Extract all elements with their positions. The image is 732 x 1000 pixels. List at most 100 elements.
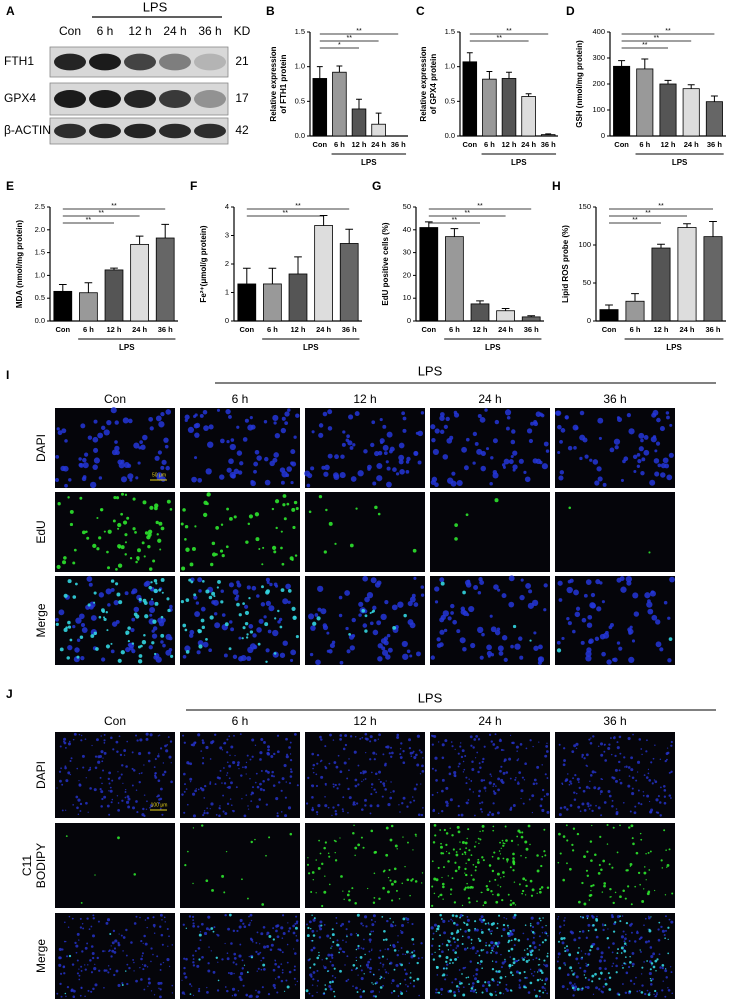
cell	[321, 465, 326, 470]
cell	[432, 735, 435, 738]
cell	[625, 869, 628, 872]
micrograph	[555, 823, 675, 908]
cell	[245, 993, 249, 997]
cell	[143, 934, 146, 938]
cell	[389, 838, 393, 842]
cell	[138, 446, 142, 450]
cell	[458, 868, 460, 870]
cell	[218, 807, 220, 809]
cell	[233, 515, 237, 519]
cell	[78, 974, 81, 977]
bar	[339, 243, 359, 322]
cell	[170, 654, 174, 658]
cell	[240, 774, 243, 777]
bar	[540, 134, 556, 137]
cell	[593, 786, 597, 790]
cell	[141, 963, 144, 966]
cell	[501, 961, 505, 965]
cell	[327, 852, 330, 854]
cell	[413, 602, 419, 607]
cell	[474, 865, 478, 868]
cell	[372, 609, 375, 613]
cell	[216, 408, 220, 412]
cell	[322, 411, 328, 417]
cell	[55, 477, 59, 482]
cell	[80, 987, 83, 990]
cell	[215, 526, 219, 530]
cell	[185, 650, 190, 654]
cell	[237, 763, 240, 767]
cell	[263, 420, 268, 424]
bar	[682, 88, 700, 137]
cell	[248, 514, 254, 519]
cell	[480, 915, 484, 919]
cell	[93, 591, 97, 595]
cell	[647, 993, 651, 996]
cell	[376, 580, 382, 586]
cell	[250, 480, 256, 487]
cell	[406, 878, 410, 882]
cell	[188, 633, 194, 638]
cell	[306, 863, 310, 866]
cell	[539, 978, 541, 980]
cell	[463, 888, 466, 891]
cell	[164, 444, 169, 449]
cell	[598, 966, 602, 970]
y-tick-label: 0.0	[35, 316, 45, 325]
cell	[181, 991, 185, 995]
cell	[661, 964, 665, 967]
cell	[87, 811, 89, 813]
cell	[655, 970, 657, 972]
cell	[478, 762, 481, 765]
cell	[576, 987, 580, 991]
cell	[159, 981, 163, 985]
cell	[583, 974, 586, 976]
cell	[563, 747, 566, 750]
cell	[132, 527, 136, 531]
cell	[372, 973, 375, 976]
cell	[458, 762, 461, 765]
cell	[328, 883, 331, 886]
cell	[107, 529, 112, 534]
cell	[140, 644, 143, 648]
cell	[187, 850, 189, 853]
cell	[666, 864, 670, 867]
x-tick-label: 12 h	[472, 325, 487, 334]
cell	[116, 592, 121, 597]
cell	[479, 580, 485, 585]
cell	[107, 777, 110, 781]
cell	[405, 950, 409, 954]
cell	[372, 629, 379, 636]
cell	[380, 976, 383, 979]
cell	[398, 897, 401, 900]
cell	[589, 458, 593, 462]
cell	[400, 742, 403, 745]
y-axis-label: GSH (nmol/mg protein)	[575, 40, 584, 128]
cell	[192, 922, 195, 925]
cell	[450, 893, 452, 896]
cell	[58, 956, 62, 960]
cell	[588, 638, 594, 644]
cell	[630, 768, 634, 772]
cell	[497, 588, 501, 592]
cell	[571, 970, 573, 972]
cell	[470, 854, 473, 857]
cell	[615, 808, 618, 810]
cell	[558, 743, 561, 746]
cell	[160, 412, 165, 417]
cell	[503, 760, 506, 763]
cell	[382, 870, 385, 873]
cell	[76, 972, 80, 975]
cell	[466, 882, 468, 885]
cell	[274, 962, 277, 966]
cell	[194, 789, 197, 793]
cell	[67, 771, 71, 775]
cell	[632, 592, 639, 599]
cell	[72, 738, 75, 741]
cell	[475, 841, 477, 843]
cell	[584, 952, 587, 955]
cell	[420, 751, 423, 754]
cell	[228, 647, 232, 651]
cell	[637, 802, 640, 805]
x-tick-label: Con	[463, 140, 478, 149]
